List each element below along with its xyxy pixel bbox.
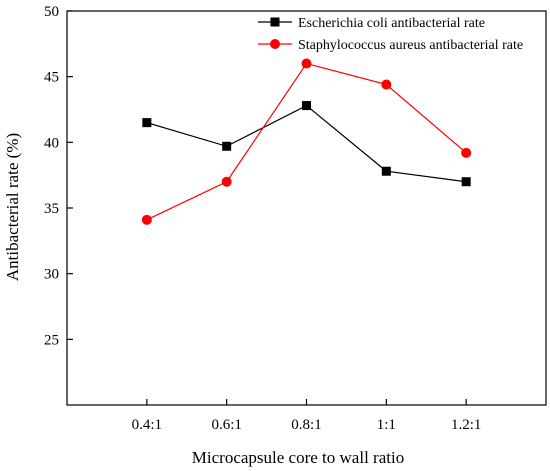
legend: Escherichia coli antibacterial rate Staph… (258, 16, 523, 53)
y-tick-label: 30 (44, 267, 59, 283)
y-tick-label: 40 (44, 135, 59, 151)
x-tick-label: 1:1 (377, 417, 396, 433)
data-point (141, 214, 152, 225)
series-group (141, 58, 472, 225)
data-point (461, 177, 471, 187)
y-axis-ticks: 25 30 35 40 45 50 (44, 4, 73, 348)
x-tick-label: 0.6:1 (211, 417, 241, 433)
data-point (222, 141, 232, 151)
y-axis-label: Antibacterial rate (%) (3, 133, 22, 281)
data-point (301, 58, 312, 69)
data-point (302, 101, 311, 111)
series-line-1 (146, 104, 467, 183)
plot-frame (66, 10, 547, 406)
x-tick-label: 0.4:1 (132, 417, 162, 433)
y-tick-label: 50 (44, 4, 59, 20)
x-tick-label: 1.2:1 (451, 417, 481, 433)
data-point (381, 166, 391, 176)
data-point (221, 176, 232, 187)
x-axis-ticks: 0.4:1 0.6:1 0.8:1 1:1 1.2:1 (132, 399, 481, 433)
y-tick-label: 35 (44, 201, 59, 217)
y-tick-label: 25 (44, 332, 59, 348)
legend-label: Staphylococcus aureus antibacterial rate (298, 38, 523, 53)
axes-frame (66, 10, 547, 406)
x-tick-label: 0.8:1 (291, 417, 321, 433)
y-tick-label: 45 (44, 70, 59, 86)
legend-label: Escherichia coli antibacterial rate (298, 16, 485, 31)
data-point (381, 79, 392, 90)
x-axis-label: Microcapsule core to wall ratio (192, 448, 404, 467)
legend-marker (270, 39, 280, 49)
data-point (142, 118, 152, 128)
series-line-2 (146, 62, 467, 221)
legend-marker (270, 17, 280, 27)
data-point (461, 147, 472, 158)
